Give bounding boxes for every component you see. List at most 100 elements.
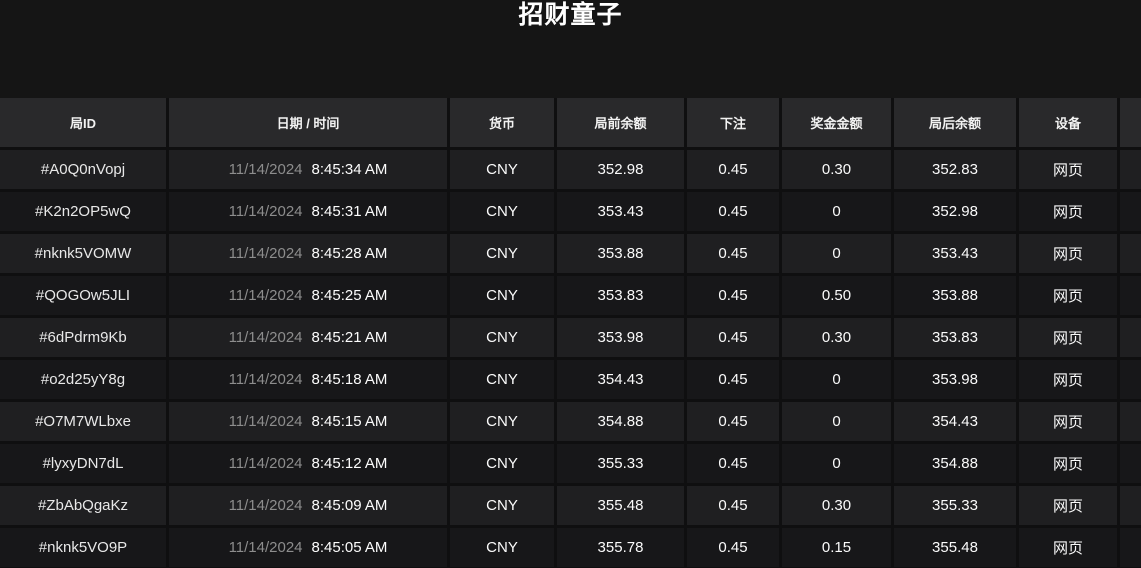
partial-cell bbox=[1120, 276, 1141, 318]
table-row: #nknk5VOMW 11/14/2024 8:45:28 AM CNY 353.88 0… bbox=[0, 234, 1141, 276]
prize-cell: 0 bbox=[782, 444, 894, 486]
balance-after-cell: 354.43 bbox=[894, 402, 1019, 444]
balance-after-cell: 355.33 bbox=[894, 486, 1019, 528]
partial-cell bbox=[1120, 444, 1141, 486]
datetime-cell: 11/14/2024 8:45:31 AM bbox=[169, 192, 450, 234]
bet-cell: 0.45 bbox=[687, 360, 782, 402]
partial-cell bbox=[1120, 318, 1141, 360]
balance-before-cell: 353.88 bbox=[557, 234, 687, 276]
device-cell: 网页 bbox=[1019, 528, 1120, 568]
game-id-cell: #nknk5VOMW bbox=[0, 234, 169, 276]
date-text: 11/14/2024 bbox=[228, 161, 303, 178]
history-table: 局ID 日期 / 时间 货币 局前余额 下注 奖金金额 局后余额 设备 #A0Q0nVopj 1… bbox=[0, 98, 1141, 568]
time-text: 8:45:09 AM bbox=[311, 497, 388, 514]
balance-before-cell: 352.98 bbox=[557, 150, 687, 192]
column-header-balance-before: 局前余额 bbox=[557, 98, 687, 150]
device-cell: 网页 bbox=[1019, 444, 1120, 486]
balance-before-cell: 354.43 bbox=[557, 360, 687, 402]
partial-cell bbox=[1120, 360, 1141, 402]
game-id-cell: #o2d25yY8g bbox=[0, 360, 169, 402]
game-id-cell: #nknk5VO9P bbox=[0, 528, 169, 568]
page-title: 招财童子 bbox=[518, 1, 623, 29]
prize-cell: 0 bbox=[782, 234, 894, 276]
balance-after-cell: 353.98 bbox=[894, 360, 1019, 402]
balance-before-cell: 354.88 bbox=[557, 402, 687, 444]
game-id-cell: #lyxyDN7dL bbox=[0, 444, 169, 486]
time-text: 8:45:34 AM bbox=[311, 161, 388, 178]
prize-cell: 0.30 bbox=[782, 486, 894, 528]
bet-cell: 0.45 bbox=[687, 150, 782, 192]
table-row: #nknk5VO9P 11/14/2024 8:45:05 AM CNY 355.78 0… bbox=[0, 528, 1141, 568]
date-text: 11/14/2024 bbox=[228, 497, 303, 514]
balance-before-cell: 355.78 bbox=[557, 528, 687, 568]
date-text: 11/14/2024 bbox=[228, 245, 303, 262]
device-cell: 网页 bbox=[1019, 276, 1120, 318]
datetime-cell: 11/14/2024 8:45:15 AM bbox=[169, 402, 450, 444]
currency-cell: CNY bbox=[450, 318, 557, 360]
prize-cell: 0.15 bbox=[782, 528, 894, 568]
device-cell: 网页 bbox=[1019, 318, 1120, 360]
partial-cell bbox=[1120, 402, 1141, 444]
device-cell: 网页 bbox=[1019, 486, 1120, 528]
balance-before-cell: 355.33 bbox=[557, 444, 687, 486]
game-id-cell: #K2n2OP5wQ bbox=[0, 192, 169, 234]
page-header: 招财童子 bbox=[0, 0, 1141, 98]
balance-before-cell: 355.48 bbox=[557, 486, 687, 528]
time-text: 8:45:25 AM bbox=[311, 287, 388, 304]
bet-cell: 0.45 bbox=[687, 276, 782, 318]
date-text: 11/14/2024 bbox=[228, 287, 303, 304]
device-cell: 网页 bbox=[1019, 192, 1120, 234]
column-header-datetime: 日期 / 时间 bbox=[169, 98, 450, 150]
currency-cell: CNY bbox=[450, 276, 557, 318]
time-text: 8:45:31 AM bbox=[311, 203, 388, 220]
currency-cell: CNY bbox=[450, 360, 557, 402]
bet-cell: 0.45 bbox=[687, 444, 782, 486]
bet-cell: 0.45 bbox=[687, 192, 782, 234]
bet-cell: 0.45 bbox=[687, 318, 782, 360]
currency-cell: CNY bbox=[450, 402, 557, 444]
table-row: #K2n2OP5wQ 11/14/2024 8:45:31 AM CNY 353.43 0… bbox=[0, 192, 1141, 234]
column-header-game-id: 局ID bbox=[0, 98, 169, 150]
currency-cell: CNY bbox=[450, 234, 557, 276]
bet-cell: 0.45 bbox=[687, 234, 782, 276]
column-header-bet: 下注 bbox=[687, 98, 782, 150]
bet-cell: 0.45 bbox=[687, 528, 782, 568]
table-row: #lyxyDN7dL 11/14/2024 8:45:12 AM CNY 355.33 0… bbox=[0, 444, 1141, 486]
game-id-cell: #A0Q0nVopj bbox=[0, 150, 169, 192]
balance-after-cell: 353.43 bbox=[894, 234, 1019, 276]
partial-cell bbox=[1120, 528, 1141, 568]
date-text: 11/14/2024 bbox=[228, 371, 303, 388]
time-text: 8:45:05 AM bbox=[311, 539, 388, 556]
time-text: 8:45:21 AM bbox=[311, 329, 388, 346]
date-text: 11/14/2024 bbox=[228, 539, 303, 556]
device-cell: 网页 bbox=[1019, 360, 1120, 402]
balance-before-cell: 353.83 bbox=[557, 276, 687, 318]
balance-before-cell: 353.43 bbox=[557, 192, 687, 234]
column-header-currency: 货币 bbox=[450, 98, 557, 150]
datetime-cell: 11/14/2024 8:45:21 AM bbox=[169, 318, 450, 360]
table-row: #QOGOw5JLI 11/14/2024 8:45:25 AM CNY 353.83 0… bbox=[0, 276, 1141, 318]
currency-cell: CNY bbox=[450, 444, 557, 486]
balance-after-cell: 352.98 bbox=[894, 192, 1019, 234]
balance-after-cell: 352.83 bbox=[894, 150, 1019, 192]
device-cell: 网页 bbox=[1019, 234, 1120, 276]
column-header-partial bbox=[1120, 98, 1141, 150]
prize-cell: 0.30 bbox=[782, 150, 894, 192]
datetime-cell: 11/14/2024 8:45:12 AM bbox=[169, 444, 450, 486]
datetime-cell: 11/14/2024 8:45:09 AM bbox=[169, 486, 450, 528]
prize-cell: 0 bbox=[782, 192, 894, 234]
date-text: 11/14/2024 bbox=[228, 203, 303, 220]
time-text: 8:45:28 AM bbox=[311, 245, 388, 262]
prize-cell: 0 bbox=[782, 360, 894, 402]
device-cell: 网页 bbox=[1019, 150, 1120, 192]
balance-after-cell: 354.88 bbox=[894, 444, 1019, 486]
currency-cell: CNY bbox=[450, 486, 557, 528]
date-text: 11/14/2024 bbox=[228, 329, 303, 346]
table-body: #A0Q0nVopj 11/14/2024 8:45:34 AM CNY 352.98 0… bbox=[0, 150, 1141, 568]
datetime-cell: 11/14/2024 8:45:18 AM bbox=[169, 360, 450, 402]
date-text: 11/14/2024 bbox=[228, 413, 303, 430]
prize-cell: 0 bbox=[782, 402, 894, 444]
column-header-prize: 奖金金额 bbox=[782, 98, 894, 150]
datetime-cell: 11/14/2024 8:45:34 AM bbox=[169, 150, 450, 192]
